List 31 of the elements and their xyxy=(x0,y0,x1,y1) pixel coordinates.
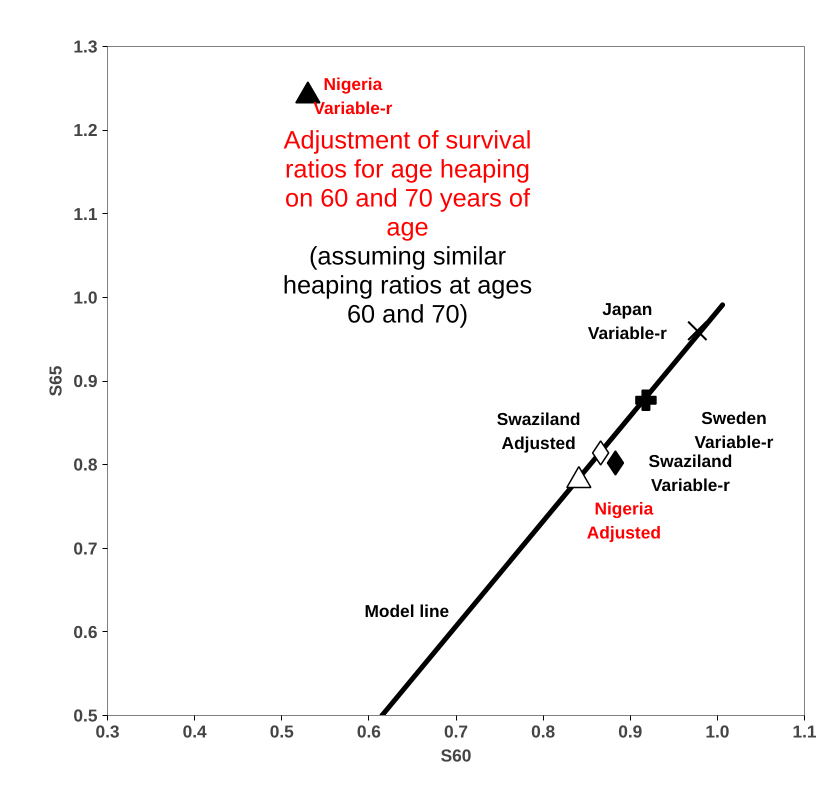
y-tick-label: 0.5 xyxy=(73,706,98,726)
x-tick-label: 0.5 xyxy=(270,722,294,742)
point xyxy=(687,320,708,342)
x-tick-label: 0.7 xyxy=(444,722,468,742)
series-label: Swaziland Adjusted xyxy=(496,408,581,453)
y-tick-label: 0.7 xyxy=(73,538,98,558)
text: Sweden Variable-r xyxy=(694,408,774,452)
x-axis-title: S60 xyxy=(440,746,472,766)
x-tick-label: 0.8 xyxy=(531,722,556,742)
series-label: Nigeria Variable-r xyxy=(313,74,393,118)
series-label: Nigeria Adjusted xyxy=(586,498,661,543)
y-tick-label: 1.3 xyxy=(73,36,98,56)
x-tick-label: 0.9 xyxy=(618,722,642,742)
series-label: Japan Variable-r xyxy=(588,298,668,343)
series-label: Swaziland Variable-r xyxy=(648,450,732,495)
x-tick-label: 1.0 xyxy=(705,722,730,742)
x-tick-label: 1.1 xyxy=(792,722,817,742)
y-tick-label: 0.6 xyxy=(73,622,98,642)
y-tick-label: 1.1 xyxy=(73,204,98,224)
y-tick-label: 1.0 xyxy=(73,287,98,308)
x-tick-label: 0.3 xyxy=(95,722,120,742)
point xyxy=(635,389,657,411)
annotation: Adjustment of survival ratios for age heaping on 60 and 70 years of age xyxy=(284,126,532,242)
annotation: (assuming similar heaping ratios at ages 60 and 70) xyxy=(282,242,532,328)
series-label: Model line xyxy=(364,600,450,621)
x-tick-label: 0.4 xyxy=(182,722,208,742)
y-tick-label: 0.8 xyxy=(73,454,98,475)
y-tick-label: 0.9 xyxy=(73,371,98,391)
y-tick-label: 1.2 xyxy=(73,120,98,140)
x-tick-label: 0.6 xyxy=(356,722,382,742)
y-axis-title: S65 xyxy=(45,365,66,396)
